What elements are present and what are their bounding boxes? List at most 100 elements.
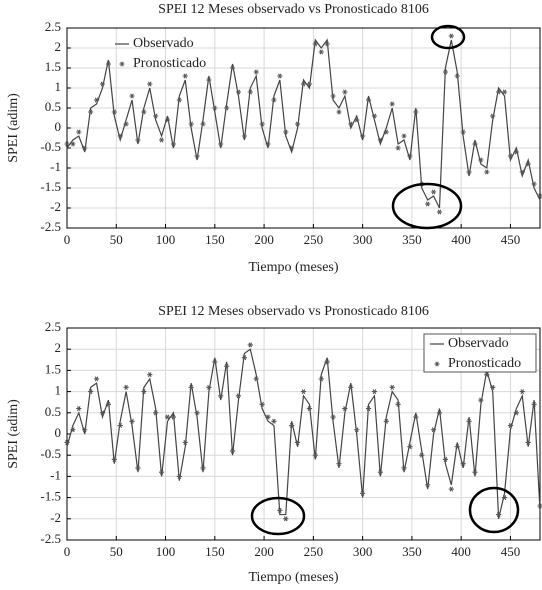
y-tick-label: 2: [55, 39, 62, 54]
forecast-marker: [484, 372, 490, 378]
forecast-marker: [401, 465, 407, 471]
forecast-marker: [212, 359, 218, 365]
forecast-marker: [271, 418, 277, 424]
forecast-marker: [212, 105, 218, 111]
forecast-marker: [123, 384, 129, 390]
forecast-marker: [348, 121, 354, 127]
forecast-marker: [241, 355, 247, 361]
forecast-marker: [176, 97, 182, 103]
y-tick-label: -2.5: [40, 219, 61, 234]
forecast-marker: [460, 129, 466, 135]
forecast-marker: [206, 77, 212, 83]
forecast-marker: [218, 141, 224, 147]
highlight-circle: [250, 496, 306, 536]
y-tick-label: -2.5: [40, 531, 61, 546]
forecast-marker: [531, 181, 537, 187]
forecast-marker: [448, 33, 454, 39]
forecast-marker: [289, 145, 295, 151]
forecast-marker: [99, 81, 106, 87]
forecast-marker: [117, 422, 123, 429]
forecast-marker: [454, 444, 460, 450]
forecast-marker: [430, 189, 437, 195]
forecast-marker: [478, 397, 484, 403]
chart-title: SPEI 12 Meses observado vs Pronosticado …: [158, 2, 429, 17]
forecast-marker: [283, 516, 289, 522]
forecast-marker: [371, 113, 378, 119]
forecast-marker: [525, 439, 531, 446]
x-tick-label: 150: [205, 232, 225, 247]
forecast-marker: [164, 414, 171, 420]
forecast-marker: [430, 427, 437, 433]
forecast-marker: [442, 456, 448, 462]
forecast-marker: [235, 89, 242, 95]
forecast-marker: [436, 410, 443, 416]
forecast-marker: [389, 384, 395, 390]
forecast-marker: [129, 93, 135, 99]
forecast-marker: [64, 141, 70, 147]
forecast-marker: [159, 469, 165, 475]
forecast-marker: [496, 89, 502, 95]
legend-label: Observado: [448, 336, 509, 351]
y-tick-label: 0.5: [45, 99, 61, 114]
forecast-marker: [336, 461, 342, 467]
forecast-marker: [224, 363, 230, 369]
forecast-marker: [490, 113, 496, 119]
forecast-marker: [407, 153, 413, 159]
forecast-marker: [283, 129, 289, 135]
forecast-marker: [519, 169, 525, 175]
forecast-marker: [253, 69, 259, 75]
forecast-marker: [318, 376, 324, 382]
y-tick-label: 2.5: [45, 19, 61, 34]
x-tick-label: 250: [304, 232, 324, 247]
x-tick-label: 450: [501, 232, 521, 247]
forecast-marker: [153, 113, 159, 119]
forecast-marker: [206, 384, 212, 390]
forecast-marker: [330, 414, 336, 420]
forecast-marker: [141, 389, 147, 395]
highlight-circle: [430, 24, 466, 50]
forecast-marker: [389, 101, 395, 107]
y-axis-label: SPEI (adim): [6, 93, 21, 163]
forecast-marker: [147, 372, 153, 378]
forecast-marker: [507, 422, 514, 429]
y-tick-label: 1: [55, 383, 62, 398]
forecast-marker: [365, 97, 372, 103]
forecast-marker: [360, 133, 366, 139]
plot-frame: [66, 327, 541, 541]
forecast-marker: [525, 161, 531, 167]
forecast-marker: [93, 97, 100, 103]
forecast-marker: [235, 393, 242, 399]
x-tick-label: 300: [353, 544, 373, 559]
forecast-marker: [336, 109, 342, 115]
forecast-marker: [141, 109, 147, 115]
x-axis-label: Tiempo (meses): [248, 260, 338, 275]
y-tick-label: 0: [55, 119, 62, 134]
forecast-marker: [111, 456, 117, 462]
forecast-marker: [501, 495, 508, 501]
forecast-marker: [111, 109, 117, 115]
forecast-marker: [82, 145, 88, 151]
forecast-marker: [360, 490, 366, 496]
y-tick-label: -0.5: [40, 446, 61, 461]
forecast-marker: [348, 384, 354, 390]
forecast-marker: [200, 121, 206, 127]
forecast-marker: [496, 512, 502, 518]
forecast-marker: [253, 376, 259, 382]
x-tick-label: 150: [205, 544, 225, 559]
x-axis-label: Tiempo (meses): [248, 570, 338, 585]
forecast-marker: [478, 157, 484, 163]
forecast-marker: [324, 359, 330, 365]
y-tick-label: 1.5: [45, 361, 61, 376]
forecast-marker: [383, 129, 389, 135]
x-tick-label: 50: [110, 544, 123, 559]
forecast-marker: [395, 145, 401, 151]
forecast-marker: [377, 137, 383, 143]
y-tick-label: 1.5: [45, 59, 61, 74]
x-tick-label: 350: [402, 232, 422, 247]
forecast-marker: [277, 73, 283, 79]
y-tick-label: -1: [50, 159, 61, 174]
forecast-marker: [105, 61, 111, 67]
forecast-marker: [513, 149, 519, 155]
forecast-marker: [454, 73, 460, 79]
